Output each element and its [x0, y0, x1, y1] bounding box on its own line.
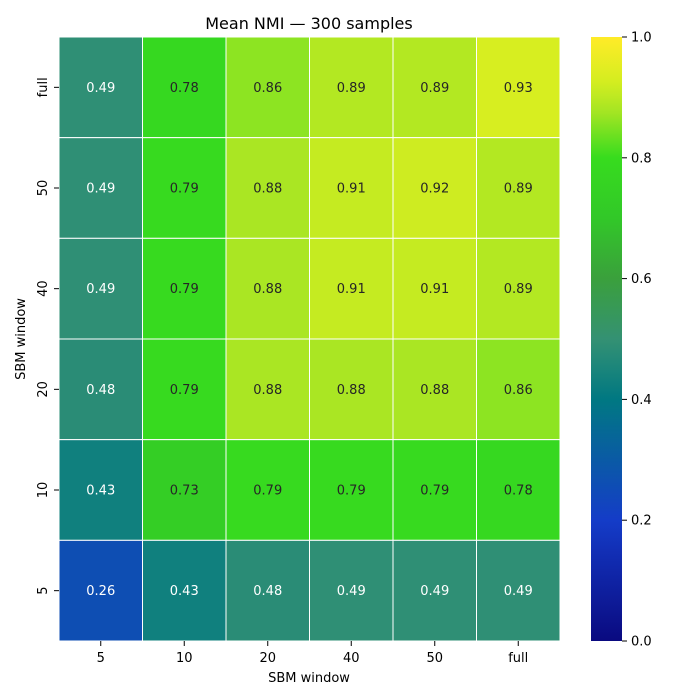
cell-value-label: 0.49: [86, 81, 115, 96]
cell-value-label: 0.93: [504, 81, 533, 96]
x-tick-label: 40: [343, 651, 360, 666]
y-tick-label: 10: [36, 482, 51, 499]
x-tick-label: 20: [259, 651, 276, 666]
cell-value-label: 0.73: [170, 484, 199, 499]
cell-value-label: 0.79: [420, 484, 449, 499]
heatmap-cell: [142, 137, 227, 239]
cell-value-label: 0.49: [504, 584, 533, 599]
cell-value-label: 0.79: [170, 282, 199, 297]
heatmap-cells: 0.49 0.78 0.86 0.89 0.89 0.93 0.49 0.79 0.88 0.91…: [58, 36, 561, 642]
cell-value-label: 0.79: [337, 484, 366, 499]
heatmap-cell: [225, 36, 310, 139]
cell-value-label: 0.49: [337, 584, 366, 599]
heatmap-cell: [58, 36, 143, 139]
cell-value-label: 0.79: [170, 182, 199, 197]
x-tick-label: full: [508, 651, 528, 666]
colorbar-gradient: [591, 37, 622, 641]
heatmap-cell: [476, 36, 561, 139]
heatmap-cell: [392, 338, 477, 441]
cell-value-label: 0.48: [86, 383, 115, 398]
cell-value-label: 0.86: [504, 383, 533, 398]
cell-value-label: 0.92: [420, 182, 449, 197]
colorbar-tick-label: 0.4: [631, 393, 652, 408]
heatmap-cell: [58, 237, 143, 340]
heatmap-cell: [58, 539, 143, 642]
heatmap-cell: [309, 237, 394, 340]
heatmap-cell: [58, 439, 143, 541]
heatmap-cell: [225, 237, 310, 340]
heatmap-cell: [225, 338, 310, 441]
cell-value-label: 0.88: [420, 383, 449, 398]
cell-value-label: 0.49: [420, 584, 449, 599]
y-tick-label: 40: [36, 280, 51, 297]
colorbar-tick-label: 0.8: [631, 151, 652, 166]
x-axis-ticks: 5 10 20 40 50 full: [97, 641, 528, 666]
cell-value-label: 0.48: [253, 584, 282, 599]
y-tick-label: 20: [36, 381, 51, 398]
y-tick-label: 50: [36, 180, 51, 197]
colorbar-tick-label: 0.6: [631, 272, 652, 287]
cell-value-label: 0.89: [337, 81, 366, 96]
heatmap-cell: [309, 338, 394, 441]
x-tick-label: 5: [97, 651, 105, 666]
cell-value-label: 0.43: [86, 484, 115, 499]
heatmap-cell: [476, 338, 561, 441]
heatmap-cell: [309, 439, 394, 541]
heatmap-cell: [392, 36, 477, 139]
heatmap-cell: [392, 539, 477, 642]
heatmap-cell: [309, 137, 394, 239]
cell-value-label: 0.78: [504, 484, 533, 499]
cell-value-label: 0.91: [337, 282, 366, 297]
cell-value-label: 0.43: [170, 584, 199, 599]
colorbar-tick-label: 0.2: [631, 514, 652, 529]
cell-value-label: 0.49: [86, 182, 115, 197]
heatmap-cell: [309, 36, 394, 139]
heatmap-cell: [476, 237, 561, 340]
x-tick-label: 50: [426, 651, 443, 666]
heatmap-cell: [142, 36, 227, 139]
cell-value-label: 0.88: [253, 282, 282, 297]
cell-value-label: 0.49: [86, 282, 115, 297]
y-tick-label: 5: [36, 587, 51, 595]
cell-value-label: 0.79: [170, 383, 199, 398]
cell-value-label: 0.88: [253, 182, 282, 197]
cell-value-label: 0.86: [253, 81, 282, 96]
x-axis-label: SBM window: [268, 671, 350, 686]
y-tick-label: full: [36, 77, 51, 97]
heatmap-cell: [142, 237, 227, 340]
cell-value-label: 0.78: [170, 81, 199, 96]
cell-value-label: 0.89: [504, 182, 533, 197]
cell-value-label: 0.88: [337, 383, 366, 398]
cell-value-label: 0.26: [86, 584, 115, 599]
colorbar-tick-label: 1.0: [631, 31, 652, 46]
colorbar: 0.0 0.2 0.4 0.6 0.8 1.0: [591, 31, 652, 650]
heatmap-cell: [58, 338, 143, 441]
heatmap-cell: [225, 439, 310, 541]
heatmap-cell: [392, 439, 477, 541]
x-tick-label: 10: [176, 651, 193, 666]
cell-value-label: 0.89: [420, 81, 449, 96]
y-axis-label: SBM window: [14, 298, 29, 380]
cell-value-label: 0.91: [420, 282, 449, 297]
heatmap-cell: [476, 539, 561, 642]
cell-value-label: 0.89: [504, 282, 533, 297]
heatmap-cell: [476, 137, 561, 239]
cell-value-label: 0.88: [253, 383, 282, 398]
heatmap-cell: [476, 439, 561, 541]
y-axis-ticks: full 50 40 20 10 5: [36, 77, 59, 595]
colorbar-tick-label: 0.0: [631, 635, 652, 650]
cell-value-label: 0.91: [337, 182, 366, 197]
cell-value-label: 0.79: [253, 484, 282, 499]
chart-title: Mean NMI — 300 samples: [205, 14, 412, 33]
heatmap-cell: [392, 237, 477, 340]
heatmap-cell: [142, 338, 227, 441]
